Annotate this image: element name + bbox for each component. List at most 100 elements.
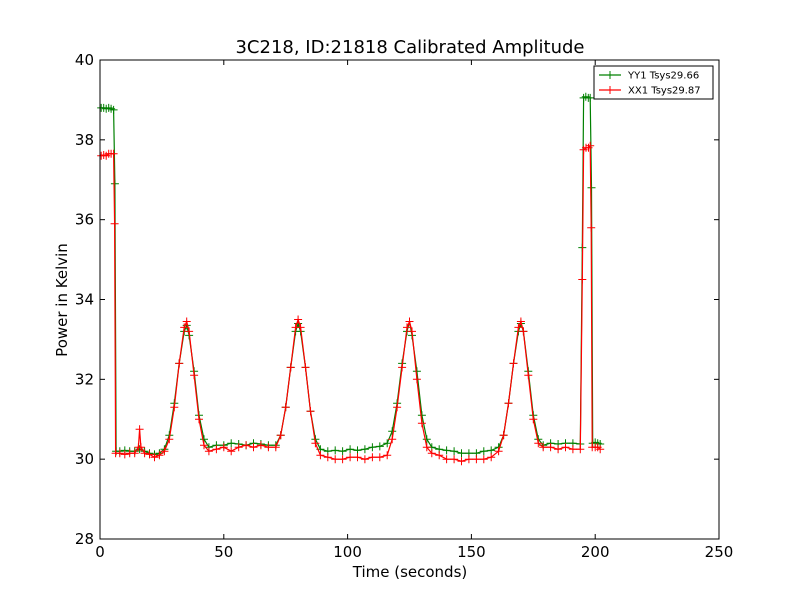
data-point [212, 445, 221, 454]
data-point [109, 105, 118, 114]
legend-entry: YY1 Tsys29.66 [599, 71, 699, 82]
data-point [554, 445, 563, 454]
data-point [219, 443, 228, 452]
x-tick-label: 150 [457, 543, 486, 561]
data-point [405, 317, 414, 326]
data-point [457, 457, 466, 466]
data-point [479, 447, 488, 456]
data-point [120, 450, 129, 459]
y-tick-label: 30 [75, 450, 94, 468]
data-point [383, 439, 392, 448]
x-axis-label: Time (seconds) [352, 563, 468, 581]
legend-marker [606, 86, 614, 94]
y-tick-label: 38 [75, 131, 94, 149]
data-point [115, 449, 124, 458]
data-point [417, 419, 426, 428]
data-point [383, 451, 392, 460]
data-point [271, 443, 280, 452]
data-point [331, 455, 340, 464]
x-tick-label: 200 [581, 543, 610, 561]
data-point [175, 359, 184, 368]
y-tick-label: 32 [75, 370, 94, 388]
data-point [576, 445, 585, 454]
data-point [165, 435, 174, 444]
data-point [450, 447, 459, 456]
data-point [464, 455, 473, 464]
data-point [568, 445, 577, 454]
data-point [227, 447, 236, 456]
y-tick-label: 36 [75, 211, 94, 229]
x-tick-label: 250 [705, 543, 734, 561]
data-point [398, 363, 407, 372]
data-point [281, 403, 290, 412]
data-point [155, 451, 164, 460]
data-point [578, 275, 587, 284]
data-point [264, 443, 273, 452]
axis-ticks: 0 50 100 150 200 250 28 30 32 34 36 38 40 [75, 51, 733, 561]
data-point [323, 453, 332, 462]
data-point [353, 446, 362, 455]
data-point [136, 443, 145, 452]
data-point [586, 93, 595, 102]
data-point [539, 443, 548, 452]
data-point [561, 443, 570, 452]
data-point [494, 447, 503, 456]
data-point [516, 317, 525, 326]
data-point [135, 425, 144, 434]
data-point [388, 435, 397, 444]
data-point [130, 449, 139, 458]
data-point [110, 179, 119, 188]
data-point [519, 327, 528, 336]
data-point [145, 450, 154, 459]
series-2 [97, 141, 605, 466]
data-point [185, 327, 194, 336]
data-point [311, 439, 320, 448]
data-point [360, 455, 369, 464]
data-point [353, 453, 362, 462]
data-point [256, 441, 265, 450]
data-point [249, 443, 258, 452]
data-point [227, 439, 236, 448]
data-point [182, 317, 191, 326]
data-point [504, 399, 513, 408]
y-tick-label: 40 [75, 51, 94, 69]
data-point [509, 359, 518, 368]
data-point [529, 415, 538, 424]
data-point [472, 455, 481, 464]
data-point [587, 223, 596, 232]
legend: YY1 Tsys29.66 XX1 Tsys29.87 [593, 65, 714, 100]
data-point [427, 449, 436, 458]
data-point [180, 323, 189, 332]
data-point [388, 427, 397, 436]
data-point [393, 403, 402, 412]
data-point [360, 445, 369, 454]
data-point [442, 446, 451, 455]
data-point [587, 183, 596, 192]
data-point [190, 371, 199, 380]
data-point [514, 323, 523, 332]
legend-box [593, 65, 714, 100]
data-point [242, 441, 251, 450]
data-point [110, 219, 119, 228]
data-point [408, 327, 416, 336]
data-point [338, 455, 347, 464]
data-point [296, 323, 305, 332]
data-point [442, 455, 451, 464]
data-point [346, 445, 355, 454]
data-point [200, 441, 208, 450]
data-point [375, 442, 384, 451]
data-point [301, 363, 310, 372]
data-point [306, 407, 315, 416]
data-point [422, 435, 431, 444]
data-point [546, 443, 555, 452]
data-point [435, 451, 444, 460]
y-tick-label: 34 [75, 291, 94, 309]
data-point [338, 447, 347, 456]
data-point [316, 451, 325, 460]
y-axis-label: Power in Kelvin [53, 243, 71, 357]
data-point [487, 453, 496, 462]
legend-label: YY1 Tsys29.66 [627, 71, 699, 82]
data-point [140, 449, 149, 458]
data-point [450, 455, 459, 464]
